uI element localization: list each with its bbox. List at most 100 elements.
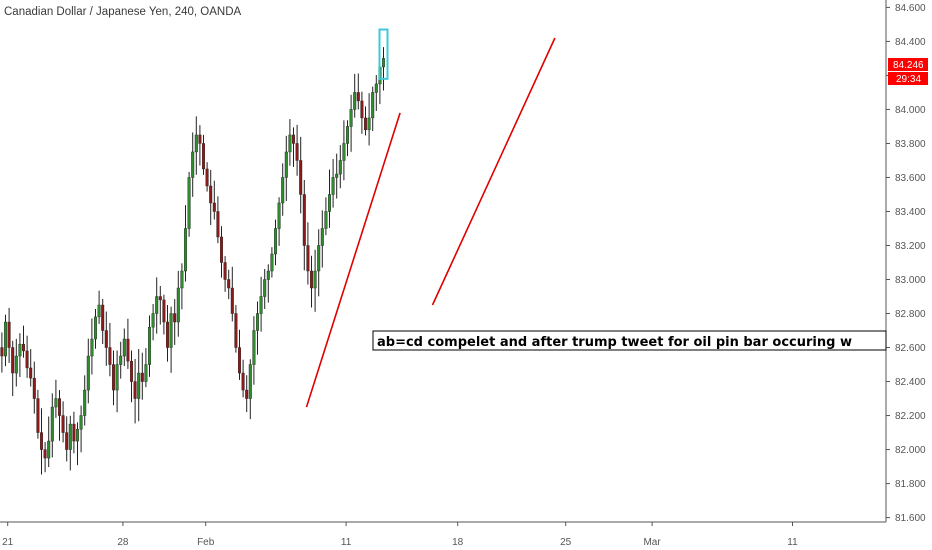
candle-up — [180, 270, 184, 289]
candle-up — [194, 134, 198, 153]
candle-down — [61, 415, 65, 433]
annotation-box[interactable]: ab=cd compelet and after trump tweet for… — [372, 330, 887, 351]
candle-down — [140, 372, 144, 382]
candle-down — [32, 377, 36, 399]
candle-up — [176, 287, 180, 323]
candle-down — [302, 194, 306, 246]
candle-down — [198, 134, 202, 144]
time-tick-label: 11 — [787, 537, 798, 548]
price-tick-label: 81.800 — [895, 479, 926, 490]
candle-down — [241, 372, 245, 391]
candle-up — [93, 316, 97, 340]
candle-up — [338, 160, 342, 175]
candle-down — [111, 364, 115, 391]
candle-up — [320, 228, 324, 246]
candle-down — [209, 185, 213, 204]
candle-up — [371, 92, 375, 119]
price-tick-label: 83.000 — [895, 275, 926, 286]
candle-down — [126, 338, 130, 362]
candle-down — [101, 304, 105, 331]
trendline[interactable] — [431, 37, 556, 306]
price-tick-label: 83.200 — [895, 241, 926, 252]
candle-down — [234, 313, 238, 348]
chart-title: Canadian Dollar / Japanese Yen, 240, OAN… — [4, 6, 242, 18]
candle-down — [29, 367, 33, 379]
candle-down — [0, 347, 4, 357]
price-tick-label: 84.600 — [895, 3, 926, 14]
candle-up — [270, 253, 274, 272]
candle-down — [162, 299, 166, 323]
candle-up — [68, 423, 72, 450]
candle-up — [183, 228, 187, 272]
candle-up — [259, 296, 263, 314]
candle-up — [3, 321, 7, 357]
trendline[interactable] — [305, 112, 401, 408]
candle-down — [230, 287, 234, 314]
price-tick-label: 83.600 — [895, 173, 926, 184]
candle-up — [274, 228, 278, 255]
candle-up — [313, 270, 317, 289]
candle-up — [281, 177, 285, 204]
price-tick-label: 84.000 — [895, 105, 926, 116]
candle-down — [245, 389, 249, 399]
time-tick-label: Mar — [643, 537, 661, 548]
candle-down — [205, 168, 209, 187]
current-price-label: 84.246 — [893, 60, 924, 71]
price-tick-label: 81.600 — [895, 513, 926, 524]
candle-down — [58, 398, 62, 416]
candle-up — [90, 338, 94, 357]
trendlines — [305, 37, 556, 408]
candle-down — [43, 449, 47, 459]
candle-down — [310, 270, 314, 289]
candle-up — [367, 117, 371, 131]
candle-down — [223, 262, 227, 280]
candle-up — [147, 326, 151, 365]
price-tick-label: 82.800 — [895, 309, 926, 320]
candle-up — [349, 109, 353, 127]
price-tick-label: 82.600 — [895, 343, 926, 354]
candle-down — [216, 211, 220, 238]
candle-down — [108, 347, 112, 365]
candle-down — [227, 279, 231, 289]
candle-up — [187, 177, 191, 229]
time-tick-label: 28 — [117, 537, 129, 548]
candle-down — [72, 423, 76, 442]
candle-up — [335, 173, 339, 178]
candle-down — [212, 202, 216, 212]
candle-down — [364, 117, 368, 131]
current-price-tag: 84.246 29:34 — [888, 58, 928, 85]
countdown-label: 29:34 — [896, 74, 921, 85]
price-tick-label: 84.400 — [895, 37, 926, 48]
candle-up — [14, 355, 18, 374]
candle-down — [292, 134, 296, 144]
candle-up — [324, 211, 328, 229]
candle-up — [353, 92, 357, 110]
candle-down — [360, 100, 364, 119]
candle-up — [248, 364, 252, 399]
candle-up — [328, 194, 332, 212]
candle-down — [11, 347, 15, 374]
candle-up — [277, 202, 281, 229]
candle-up — [342, 143, 346, 161]
candle-down — [237, 347, 241, 374]
candle-up — [155, 296, 159, 314]
time-axis[interactable]: 21 28 Feb 11 18 25 Mar 11 — [2, 522, 798, 548]
candle-up — [346, 126, 350, 144]
highlight-box — [378, 28, 389, 80]
candle-series — [0, 28, 389, 475]
candle-up — [382, 58, 386, 68]
candle-up — [97, 304, 101, 318]
candle-down — [36, 398, 40, 433]
candle-down — [22, 343, 26, 352]
candle-up — [191, 151, 195, 178]
candle-up — [137, 372, 141, 399]
candle-up — [252, 330, 256, 365]
time-tick-label: 21 — [2, 537, 14, 548]
annotation-text: ab=cd compelet and after trump tweet for… — [377, 335, 852, 350]
candle-up — [151, 313, 155, 328]
candle-down — [306, 245, 310, 272]
candle-up — [317, 245, 321, 272]
candle-down — [158, 296, 162, 301]
candle-up — [50, 406, 54, 442]
